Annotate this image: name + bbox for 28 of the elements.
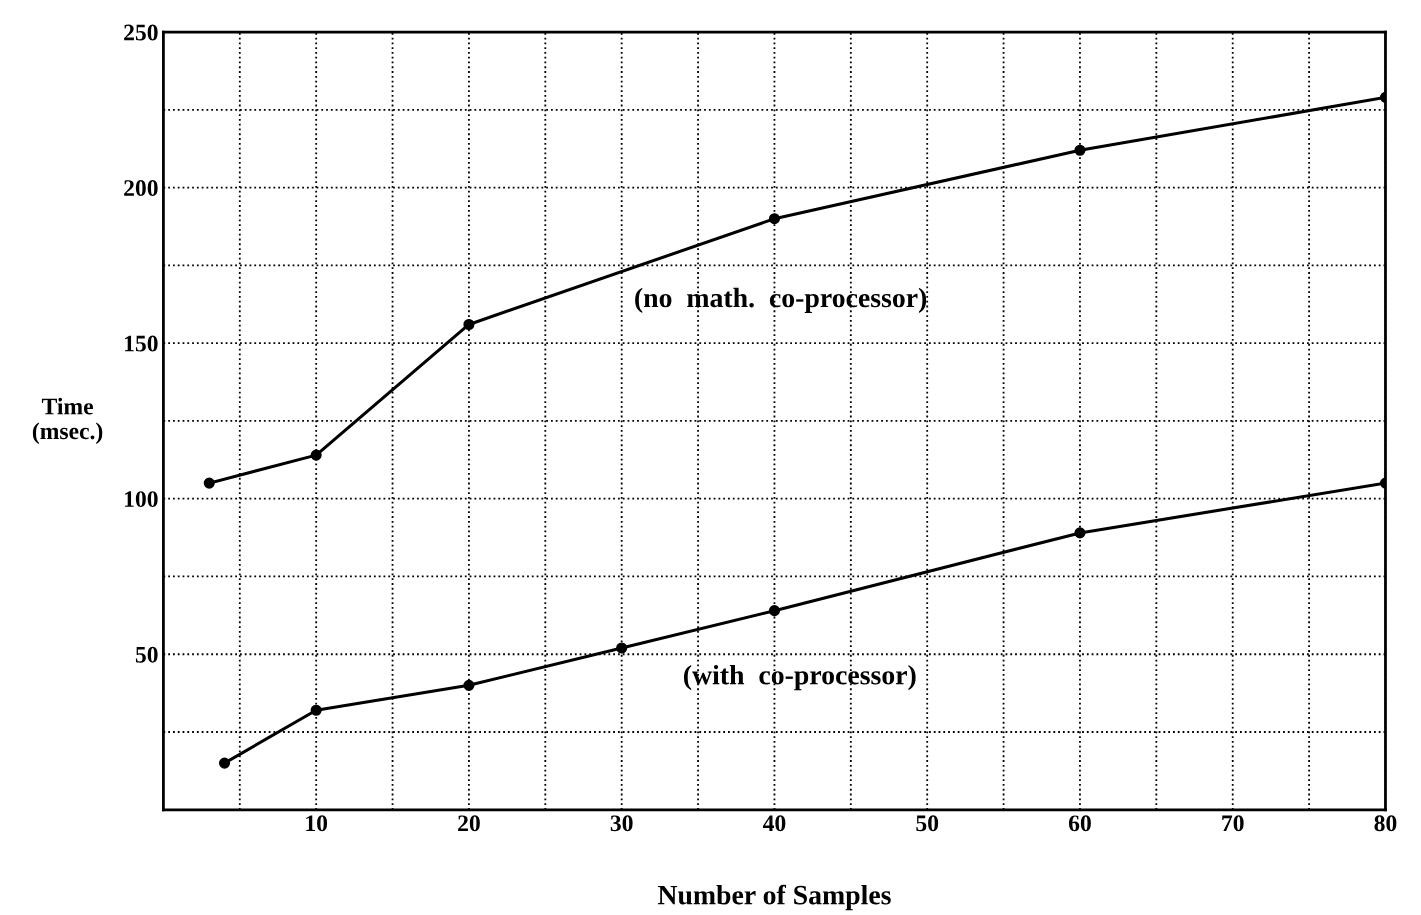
point — [463, 679, 475, 691]
point — [310, 704, 322, 716]
annotation: (no math. co-processor) — [635, 287, 927, 313]
point — [1074, 527, 1086, 539]
x-tick-label: 70 — [1222, 815, 1244, 832]
x-tick-label: 20 — [458, 815, 480, 832]
point — [310, 449, 322, 461]
x-tick-label: 60 — [1068, 815, 1091, 832]
point — [1074, 144, 1086, 156]
y-tick-label: 250 — [124, 24, 158, 41]
point — [203, 477, 215, 489]
x-tick-label: 50 — [916, 815, 939, 832]
point — [218, 757, 231, 769]
point — [768, 605, 781, 617]
annotation: (with co-processor) — [684, 664, 916, 691]
y-tick-label: 200 — [124, 180, 158, 196]
x-axis-title: Number of Samples — [657, 884, 891, 911]
y-tick-label: 100 — [125, 491, 158, 508]
point — [768, 213, 781, 225]
x-tick-label: 40 — [762, 815, 786, 832]
y-tick-label: 50 — [135, 646, 158, 663]
x-tick-label: 30 — [610, 815, 633, 832]
y-tick-label: 150 — [125, 335, 158, 352]
point — [616, 642, 628, 654]
y-axis-title: Time (msec.) — [32, 397, 103, 444]
x-tick-label: 10 — [306, 815, 328, 832]
point — [463, 318, 475, 331]
x-tick-label: 80 — [1374, 815, 1397, 832]
